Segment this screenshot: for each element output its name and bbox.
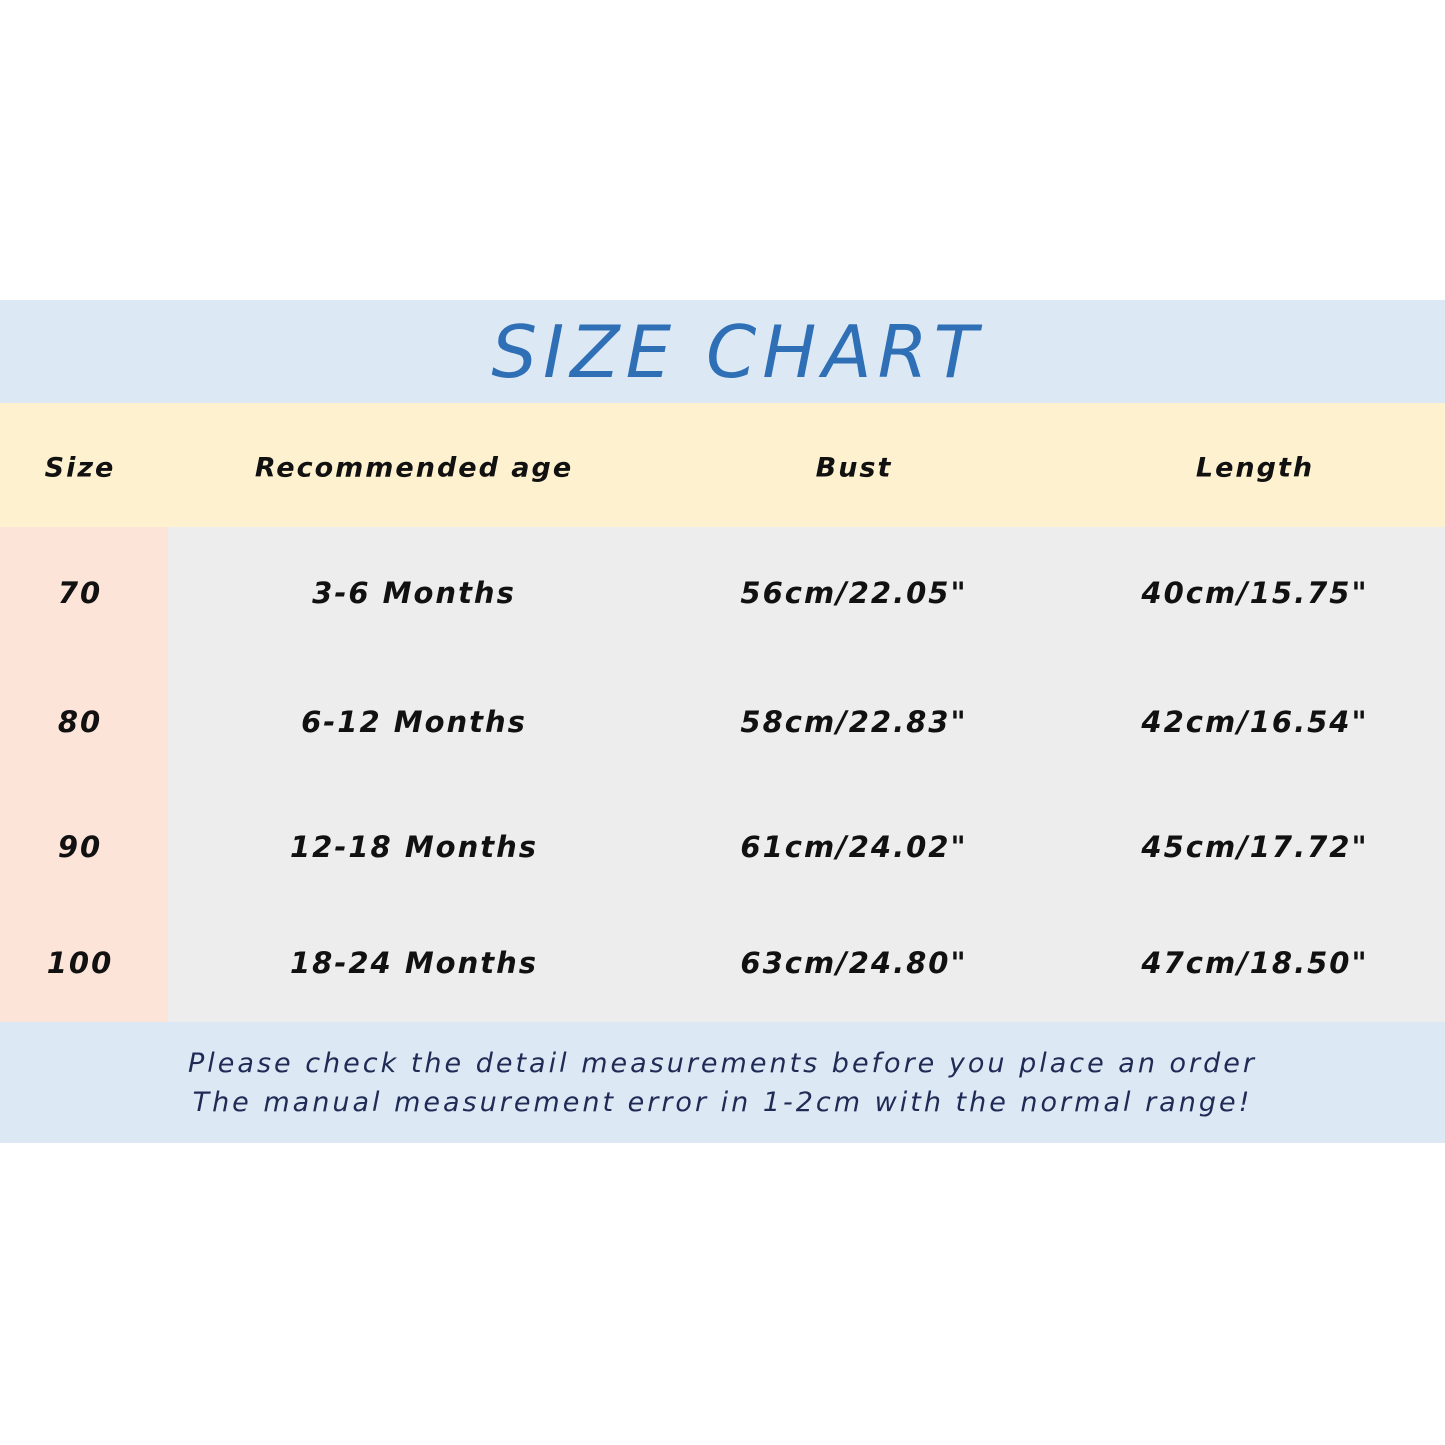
- page-title: SIZE CHART: [491, 309, 984, 394]
- table-body: [0, 527, 1445, 1022]
- footer-notes: Please check the detail measurements bef…: [0, 1022, 1445, 1143]
- table-cell: 18-24 Months: [289, 946, 539, 980]
- table-cell: 100: [46, 946, 114, 980]
- column-header: Bust: [815, 452, 893, 484]
- table-cell: 56cm/22.05": [740, 576, 968, 610]
- table-cell: 63cm/24.80": [740, 946, 968, 980]
- note-line: Please check the detail measurements bef…: [188, 1047, 1257, 1079]
- table-cell: 40cm/15.75": [1141, 576, 1369, 610]
- table-cell: 3-6 Months: [312, 576, 516, 610]
- title-band: SIZE CHART: [0, 300, 1445, 403]
- table-cell: 61cm/24.02": [740, 830, 968, 864]
- table-cell: 42cm/16.54": [1141, 705, 1369, 739]
- table-cell: 70: [57, 576, 103, 610]
- table-cell: 80: [57, 705, 103, 739]
- table-cell: 6-12 Months: [301, 705, 527, 739]
- column-header: Size: [44, 452, 116, 484]
- column-header: Length: [1195, 452, 1315, 484]
- column-header: Recommended age: [254, 452, 574, 484]
- table-cell: 12-18 Months: [289, 830, 539, 864]
- size-column-background: [0, 527, 168, 1022]
- table-cell: 58cm/22.83": [740, 705, 968, 739]
- table-header: [0, 403, 1445, 527]
- table-cell: 45cm/17.72": [1141, 830, 1369, 864]
- table-cell: 47cm/18.50": [1141, 946, 1369, 980]
- table-cell: 90: [57, 830, 103, 864]
- note-line: The manual measurement error in 1-2cm wi…: [192, 1086, 1253, 1118]
